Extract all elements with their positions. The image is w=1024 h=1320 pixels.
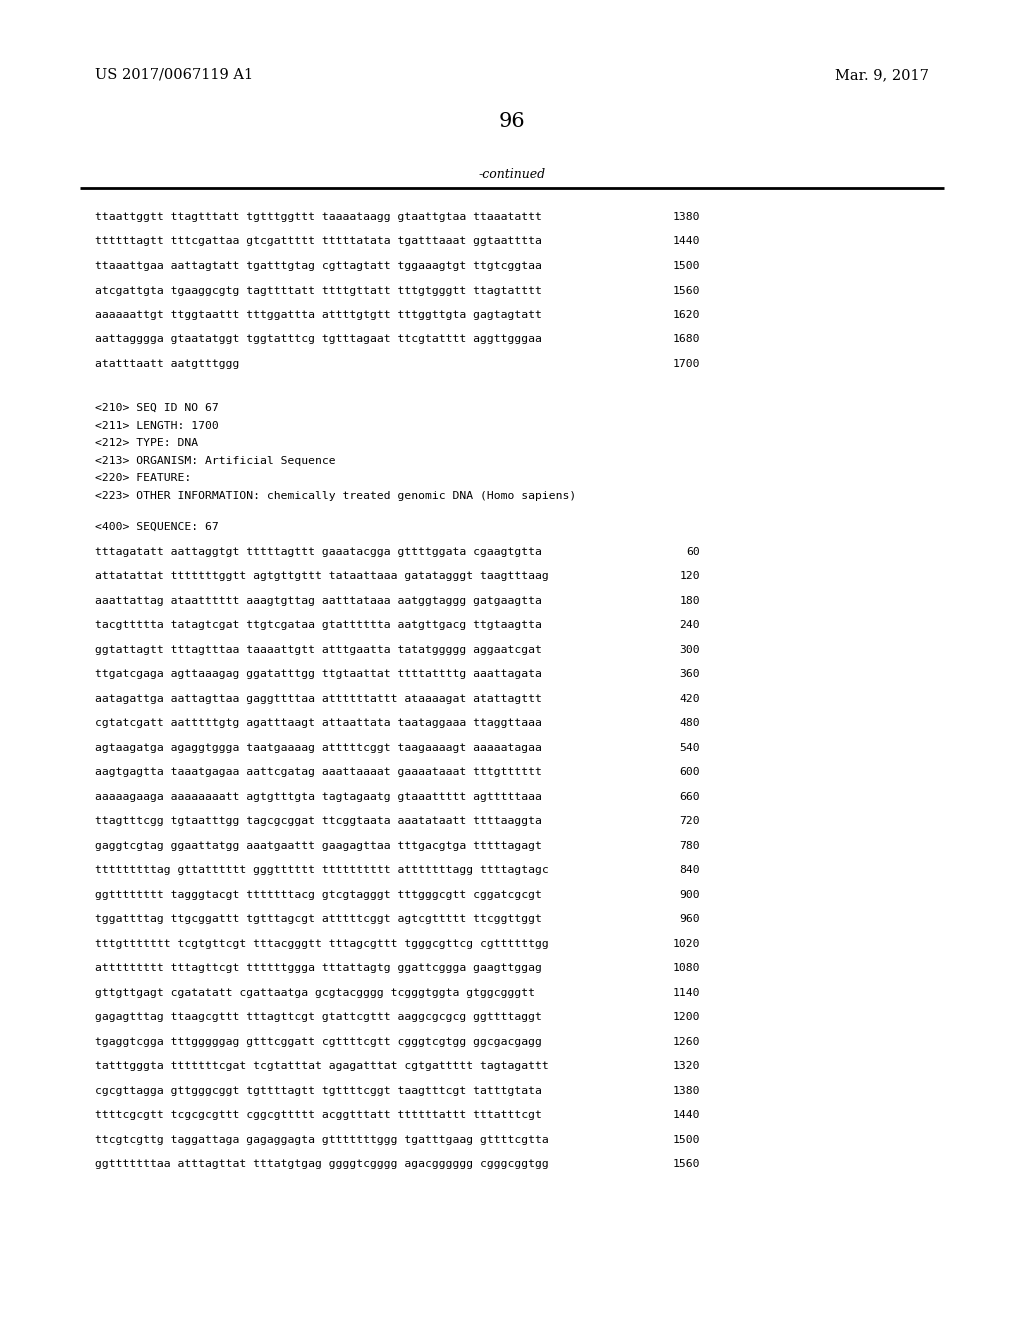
- Text: 1620: 1620: [673, 310, 700, 319]
- Text: 96: 96: [499, 112, 525, 131]
- Text: <213> ORGANISM: Artificial Sequence: <213> ORGANISM: Artificial Sequence: [95, 455, 336, 466]
- Text: 960: 960: [679, 913, 700, 924]
- Text: ggtttttttaa atttagttat tttatgtgag ggggtcgggg agacgggggg cgggcggtgg: ggtttttttaa atttagttat tttatgtgag ggggtc…: [95, 1159, 549, 1170]
- Text: 1680: 1680: [673, 334, 700, 345]
- Text: <223> OTHER INFORMATION: chemically treated genomic DNA (Homo sapiens): <223> OTHER INFORMATION: chemically trea…: [95, 491, 577, 500]
- Text: 600: 600: [679, 767, 700, 777]
- Text: tggattttag ttgcggattt tgtttagcgt atttttcggt agtcgttttt ttcggttggt: tggattttag ttgcggattt tgtttagcgt atttttc…: [95, 913, 542, 924]
- Text: agtaagatga agaggtggga taatgaaaag atttttcggt taagaaaagt aaaaatagaa: agtaagatga agaggtggga taatgaaaag atttttc…: [95, 743, 542, 752]
- Text: 1080: 1080: [673, 964, 700, 973]
- Text: cgcgttagga gttgggcggt tgttttagtt tgttttcggt taagtttcgt tatttgtata: cgcgttagga gttgggcggt tgttttagtt tgttttc…: [95, 1085, 542, 1096]
- Text: aatagattga aattagttaa gaggttttaa attttttattt ataaaagat atattagttt: aatagattga aattagttaa gaggttttaa atttttt…: [95, 693, 542, 704]
- Text: <211> LENGTH: 1700: <211> LENGTH: 1700: [95, 421, 219, 430]
- Text: ttgatcgaga agttaaagag ggatatttgg ttgtaattat ttttattttg aaattagata: ttgatcgaga agttaaagag ggatatttgg ttgtaat…: [95, 669, 542, 678]
- Text: 60: 60: [686, 546, 700, 557]
- Text: 1560: 1560: [673, 1159, 700, 1170]
- Text: tatttgggta tttttttcgat tcgtatttat agagatttat cgtgattttt tagtagattt: tatttgggta tttttttcgat tcgtatttat agagat…: [95, 1061, 549, 1071]
- Text: tttagatatt aattaggtgt tttttagttt gaaatacgga gttttggata cgaagtgtta: tttagatatt aattaggtgt tttttagttt gaaatac…: [95, 546, 542, 557]
- Text: tgaggtcgga tttgggggag gtttcggatt cgttttcgtt cgggtcgtgg ggcgacgagg: tgaggtcgga tttgggggag gtttcggatt cgttttc…: [95, 1036, 542, 1047]
- Text: 300: 300: [679, 644, 700, 655]
- Text: 1200: 1200: [673, 1012, 700, 1022]
- Text: ttaaattgaa aattagtatt tgatttgtag cgttagtatt tggaaagtgt ttgtcggtaa: ttaaattgaa aattagtatt tgatttgtag cgttagt…: [95, 261, 542, 271]
- Text: tttttttttag gttatttttt gggtttttt tttttttttt atttttttagg ttttagtagc: tttttttttag gttatttttt gggtttttt ttttttt…: [95, 865, 549, 875]
- Text: attttttttt tttagttcgt ttttttggga tttattagtg ggattcggga gaagttggag: attttttttt tttagttcgt ttttttggga tttatta…: [95, 964, 542, 973]
- Text: 900: 900: [679, 890, 700, 900]
- Text: <210> SEQ ID NO 67: <210> SEQ ID NO 67: [95, 403, 219, 413]
- Text: ggtattagtt tttagtttaa taaaattgtt atttgaatta tatatggggg aggaatcgat: ggtattagtt tttagtttaa taaaattgtt atttgaa…: [95, 644, 542, 655]
- Text: tacgttttta tatagtcgat ttgtcgataa gtatttttta aatgttgacg ttgtaagtta: tacgttttta tatagtcgat ttgtcgataa gtatttt…: [95, 620, 542, 630]
- Text: 1020: 1020: [673, 939, 700, 949]
- Text: 1380: 1380: [673, 1085, 700, 1096]
- Text: 1700: 1700: [673, 359, 700, 370]
- Text: 180: 180: [679, 595, 700, 606]
- Text: <220> FEATURE:: <220> FEATURE:: [95, 473, 191, 483]
- Text: atcgattgta tgaaggcgtg tagttttatt ttttgttatt tttgtgggtt ttagtatttt: atcgattgta tgaaggcgtg tagttttatt ttttgtt…: [95, 285, 542, 296]
- Text: 1320: 1320: [673, 1061, 700, 1071]
- Text: ttttttagtt tttcgattaa gtcgattttt tttttatata tgatttaaat ggtaatttta: ttttttagtt tttcgattaa gtcgattttt tttttat…: [95, 236, 542, 247]
- Text: <400> SEQUENCE: 67: <400> SEQUENCE: 67: [95, 523, 219, 532]
- Text: atatttaatt aatgtttggg: atatttaatt aatgtttggg: [95, 359, 240, 370]
- Text: 480: 480: [679, 718, 700, 729]
- Text: 1440: 1440: [673, 1110, 700, 1121]
- Text: aaattattag ataatttttt aaagtgttag aatttataaa aatggtaggg gatgaagtta: aaattattag ataatttttt aaagtgttag aatttat…: [95, 595, 542, 606]
- Text: 240: 240: [679, 620, 700, 630]
- Text: aaaaaattgt ttggtaattt tttggattta attttgtgtt tttggttgta gagtagtatt: aaaaaattgt ttggtaattt tttggattta attttgt…: [95, 310, 542, 319]
- Text: ttaattggtt ttagtttatt tgtttggttt taaaataagg gtaattgtaa ttaaatattt: ttaattggtt ttagtttatt tgtttggttt taaaata…: [95, 213, 542, 222]
- Text: 1440: 1440: [673, 236, 700, 247]
- Text: ggtttttttt tagggtacgt tttttttacg gtcgtagggt tttgggcgtt cggatcgcgt: ggtttttttt tagggtacgt tttttttacg gtcgtag…: [95, 890, 542, 900]
- Text: 1500: 1500: [673, 261, 700, 271]
- Text: gagagtttag ttaagcgttt tttagttcgt gtattcgttt aaggcgcgcg ggttttaggt: gagagtttag ttaagcgttt tttagttcgt gtattcg…: [95, 1012, 542, 1022]
- Text: 1380: 1380: [673, 213, 700, 222]
- Text: -continued: -continued: [478, 168, 546, 181]
- Text: 1500: 1500: [673, 1135, 700, 1144]
- Text: 420: 420: [679, 693, 700, 704]
- Text: gaggtcgtag ggaattatgg aaatgaattt gaagagttaa tttgacgtga tttttagagt: gaggtcgtag ggaattatgg aaatgaattt gaagagt…: [95, 841, 542, 850]
- Text: US 2017/0067119 A1: US 2017/0067119 A1: [95, 69, 253, 82]
- Text: 1140: 1140: [673, 987, 700, 998]
- Text: gttgttgagt cgatatatt cgattaatga gcgtacgggg tcgggtggta gtggcgggtt: gttgttgagt cgatatatt cgattaatga gcgtacgg…: [95, 987, 535, 998]
- Text: 120: 120: [679, 572, 700, 581]
- Text: <212> TYPE: DNA: <212> TYPE: DNA: [95, 438, 198, 447]
- Text: 540: 540: [679, 743, 700, 752]
- Text: 1560: 1560: [673, 285, 700, 296]
- Text: cgtatcgatt aatttttgtg agatttaagt attaattata taataggaaa ttaggttaaa: cgtatcgatt aatttttgtg agatttaagt attaatt…: [95, 718, 542, 729]
- Text: aaaaagaaga aaaaaaaatt agtgtttgta tagtagaatg gtaaattttt agtttttaaa: aaaaagaaga aaaaaaaatt agtgtttgta tagtaga…: [95, 792, 542, 801]
- Text: 780: 780: [679, 841, 700, 850]
- Text: 660: 660: [679, 792, 700, 801]
- Text: ttagtttcgg tgtaatttgg tagcgcggat ttcggtaata aaatataatt ttttaaggta: ttagtttcgg tgtaatttgg tagcgcggat ttcggta…: [95, 816, 542, 826]
- Text: ttcgtcgttg taggattaga gagaggagta gtttttttggg tgatttgaag gttttcgtta: ttcgtcgttg taggattaga gagaggagta gtttttt…: [95, 1135, 549, 1144]
- Text: tttgttttttt tcgtgttcgt tttacgggtt tttagcgttt tgggcgttcg cgttttttgg: tttgttttttt tcgtgttcgt tttacgggtt tttagc…: [95, 939, 549, 949]
- Text: aagtgagtta taaatgagaa aattcgatag aaattaaaat gaaaataaat tttgtttttt: aagtgagtta taaatgagaa aattcgatag aaattaa…: [95, 767, 542, 777]
- Text: attatattat tttttttggtt agtgttgttt tataattaaa gatatagggt taagtttaag: attatattat tttttttggtt agtgttgttt tataat…: [95, 572, 549, 581]
- Text: aattagggga gtaatatggt tggtatttcg tgtttagaat ttcgtatttt aggttgggaa: aattagggga gtaatatggt tggtatttcg tgtttag…: [95, 334, 542, 345]
- Text: 840: 840: [679, 865, 700, 875]
- Text: 1260: 1260: [673, 1036, 700, 1047]
- Text: Mar. 9, 2017: Mar. 9, 2017: [836, 69, 929, 82]
- Text: ttttcgcgtt tcgcgcgttt cggcgttttt acggtttatt ttttttattt tttatttcgt: ttttcgcgtt tcgcgcgttt cggcgttttt acggttt…: [95, 1110, 542, 1121]
- Text: 360: 360: [679, 669, 700, 678]
- Text: 720: 720: [679, 816, 700, 826]
